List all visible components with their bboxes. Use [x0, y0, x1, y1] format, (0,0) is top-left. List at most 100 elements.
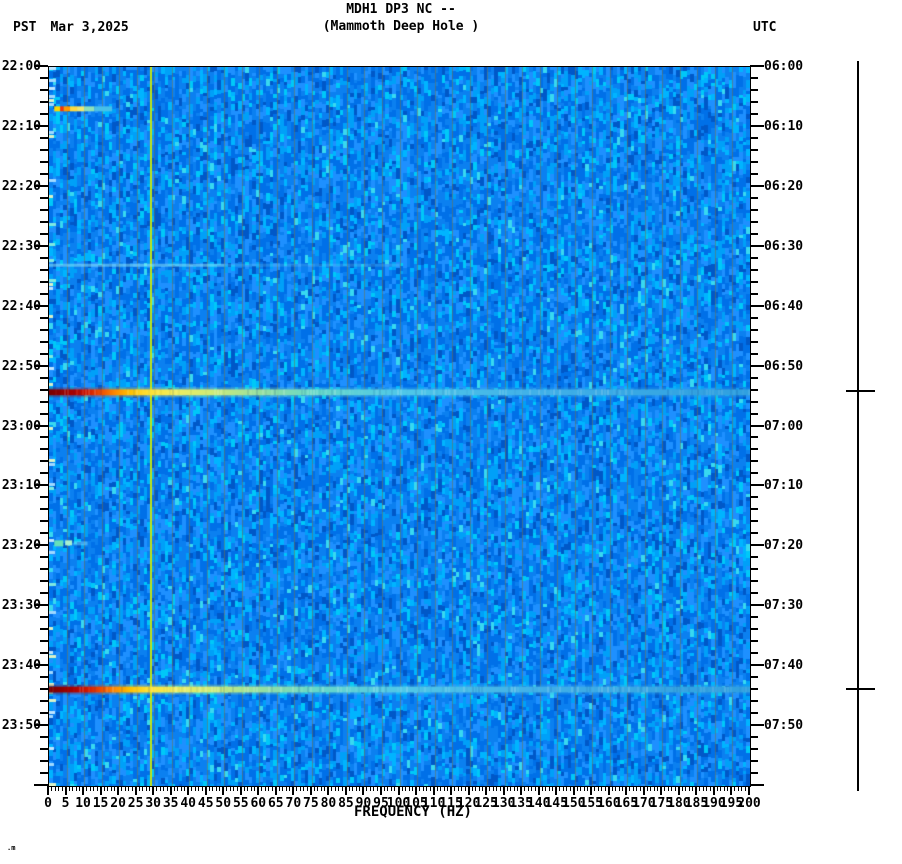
time-tick-right: [750, 616, 758, 619]
freq-tick: [142, 786, 144, 791]
time-tick-right: [750, 784, 764, 786]
corner-glyph: .m: [7, 844, 16, 852]
time-tick-left: [40, 520, 48, 523]
time-label-right: 06:50: [764, 358, 804, 374]
freq-tick: [426, 786, 428, 791]
freq-tick-label: 180: [667, 796, 691, 811]
freq-tick: [685, 786, 687, 791]
time-tick-left: [40, 256, 48, 259]
freq-tick: [229, 786, 231, 791]
event-marker-tick: [846, 687, 875, 690]
freq-tick: [454, 786, 456, 791]
freq-tick: [695, 786, 698, 795]
freq-tick: [723, 786, 725, 791]
page-title: MDH1 DP3 NC --: [346, 2, 456, 17]
time-label-left: 23:50: [1, 718, 41, 734]
freq-tick-label: 160: [597, 796, 621, 811]
time-tick-right: [750, 280, 758, 283]
freq-tick-label: 40: [180, 796, 197, 811]
time-label-left: 22:10: [1, 118, 41, 134]
freq-tick: [219, 786, 221, 791]
freq-tick: [331, 786, 333, 791]
freq-tick: [261, 786, 263, 791]
freq-tick-label: 195: [719, 796, 744, 811]
freq-tick: [604, 786, 606, 791]
freq-tick: [510, 786, 512, 791]
freq-tick: [369, 786, 371, 791]
freq-tick: [485, 786, 488, 795]
time-tick-left: [40, 232, 48, 235]
time-tick-right: [750, 748, 758, 751]
time-tick-left: [40, 196, 48, 199]
freq-tick: [58, 786, 59, 791]
freq-tick: [464, 786, 466, 791]
freq-tick: [75, 786, 77, 791]
freq-tick-label: 95: [373, 796, 389, 811]
freq-tick: [379, 786, 382, 795]
freq-tick: [618, 786, 620, 791]
freq-tick-label: 105: [404, 796, 428, 811]
freq-tick: [537, 786, 540, 795]
time-tick-right: [750, 196, 758, 199]
freq-tick: [429, 786, 431, 791]
time-tick-right: [750, 292, 758, 295]
time-tick-left: [40, 436, 48, 439]
freq-tick: [572, 786, 575, 795]
freq-tick: [412, 786, 414, 791]
freq-tick: [180, 786, 182, 791]
freq-tick: [313, 786, 315, 791]
freq-tick: [524, 786, 526, 791]
freq-tick: [625, 786, 628, 795]
time-tick-left: [40, 136, 48, 139]
time-tick-right: [750, 112, 758, 115]
timezone-date-label: PST Mar 3,2025: [13, 20, 129, 35]
freq-tick: [201, 786, 203, 791]
freq-tick: [660, 786, 663, 795]
freq-tick: [187, 786, 190, 795]
freq-tick-label: 115: [439, 796, 463, 811]
freq-tick: [692, 786, 694, 791]
freq-tick-label: 155: [579, 796, 604, 811]
time-tick-right: [750, 328, 758, 331]
freq-tick: [268, 786, 270, 791]
freq-tick: [131, 786, 133, 791]
time-tick-left: [40, 400, 48, 403]
time-tick-right: [750, 256, 758, 259]
freq-tick: [264, 786, 266, 791]
freq-tick-label: 20: [110, 796, 126, 811]
time-tick-left: [40, 748, 48, 751]
time-tick-left: [40, 712, 48, 715]
time-tick-right: [750, 304, 764, 307]
time-tick-right: [750, 148, 758, 151]
time-tick-right: [750, 652, 758, 655]
freq-tick: [169, 786, 172, 795]
freq-tick: [387, 786, 389, 791]
freq-tick: [432, 786, 435, 795]
freq-tick: [727, 786, 729, 791]
time-tick-left: [40, 496, 48, 499]
time-tick-right: [750, 628, 758, 631]
time-tick-right: [750, 640, 758, 643]
freq-tick: [597, 786, 599, 791]
freq-tick: [450, 786, 453, 795]
freq-tick: [720, 786, 722, 791]
time-tick-right: [750, 436, 758, 439]
freq-tick: [327, 786, 330, 795]
freq-tick: [607, 786, 610, 795]
freq-tick: [559, 786, 561, 791]
freq-tick-label: 100: [386, 796, 411, 811]
time-tick-right: [750, 664, 764, 667]
time-tick-left: [40, 376, 48, 379]
freq-tick: [702, 786, 704, 791]
freq-tick: [355, 786, 357, 791]
time-tick-right: [750, 736, 758, 739]
freq-tick: [166, 786, 168, 791]
time-tick-right: [750, 556, 758, 559]
freq-tick: [475, 786, 477, 791]
time-tick-left: [40, 268, 48, 271]
freq-tick: [744, 786, 746, 791]
freq-tick: [569, 786, 571, 791]
freq-tick: [68, 786, 70, 791]
freq-tick-label: 120: [456, 796, 481, 811]
time-label-right: 07:30: [764, 598, 804, 614]
